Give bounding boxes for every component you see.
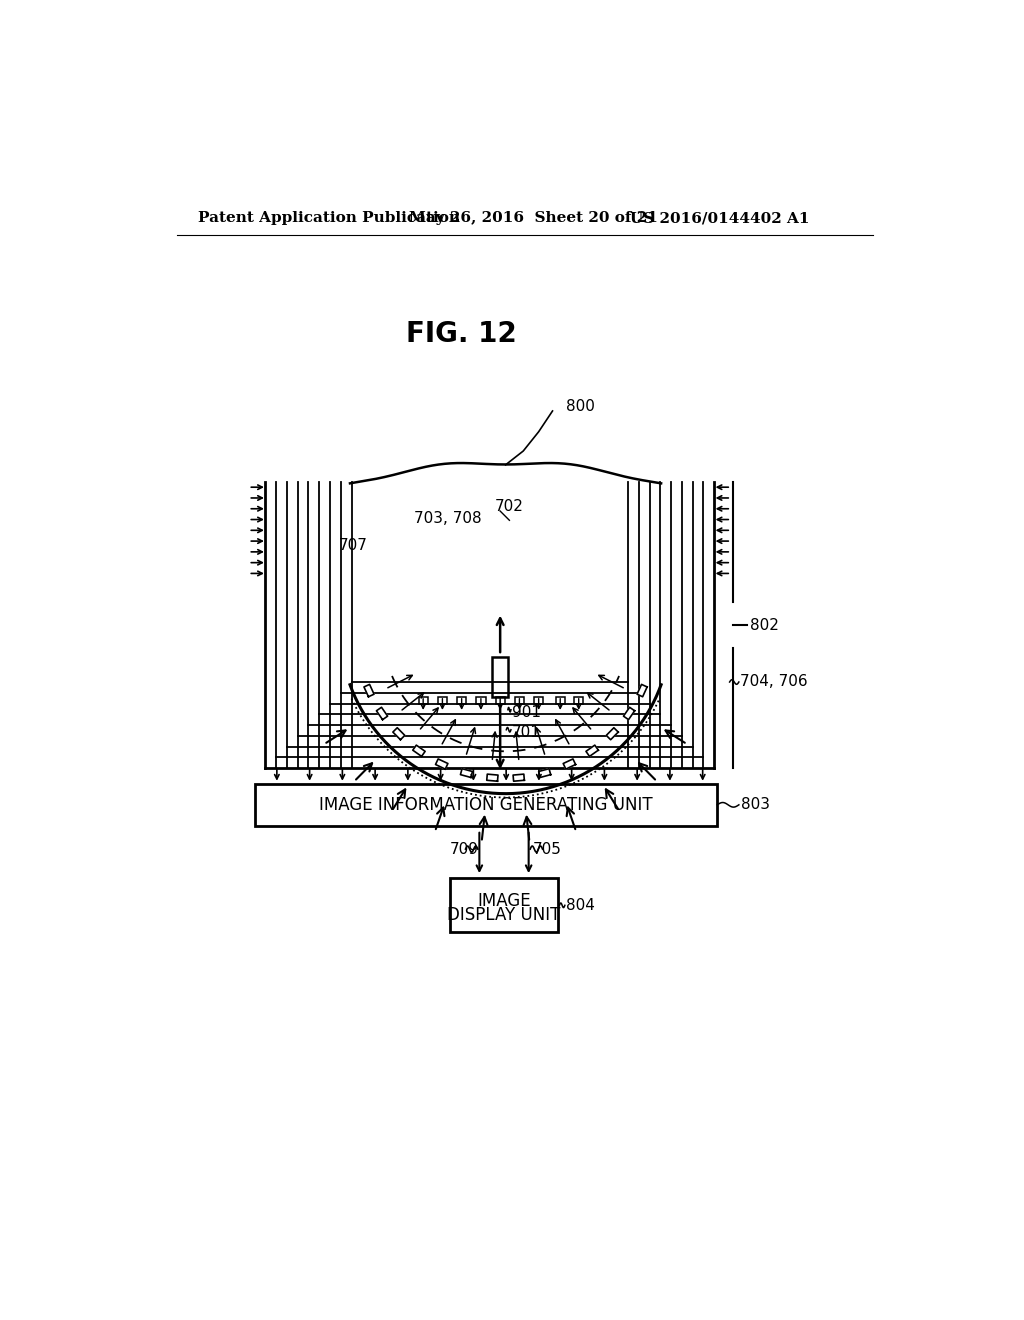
Polygon shape — [563, 759, 575, 770]
Bar — [451, 878, 558, 932]
Text: 800: 800 — [565, 399, 595, 414]
Text: US 2016/0144402 A1: US 2016/0144402 A1 — [630, 211, 809, 226]
Text: 705: 705 — [532, 842, 561, 857]
Polygon shape — [393, 727, 404, 739]
Text: 707: 707 — [339, 539, 368, 553]
Text: IMAGE: IMAGE — [477, 892, 530, 911]
Text: 701: 701 — [512, 725, 541, 739]
Bar — [457, 697, 466, 704]
Text: 704, 706: 704, 706 — [740, 675, 808, 689]
Text: Patent Application Publication: Patent Application Publication — [199, 211, 461, 226]
Text: 803: 803 — [741, 797, 770, 812]
Text: DISPLAY UNIT: DISPLAY UNIT — [447, 906, 561, 924]
Text: FIG. 12: FIG. 12 — [407, 319, 517, 348]
Polygon shape — [413, 744, 425, 756]
Bar — [419, 697, 428, 704]
Polygon shape — [461, 768, 472, 777]
Polygon shape — [513, 774, 524, 781]
Bar — [493, 657, 508, 697]
Bar — [515, 697, 524, 704]
Bar — [255, 784, 717, 826]
Text: 804: 804 — [565, 898, 595, 913]
Polygon shape — [539, 768, 551, 777]
Bar — [556, 697, 565, 704]
Bar — [574, 697, 584, 704]
Bar — [438, 697, 447, 704]
Bar — [496, 697, 505, 704]
Polygon shape — [377, 708, 388, 719]
Polygon shape — [435, 759, 447, 770]
Polygon shape — [624, 708, 635, 719]
Text: May 26, 2016  Sheet 20 of 21: May 26, 2016 Sheet 20 of 21 — [410, 211, 658, 226]
Polygon shape — [364, 684, 374, 697]
Polygon shape — [586, 744, 598, 756]
Bar — [535, 697, 544, 704]
Text: 709: 709 — [451, 842, 479, 857]
Text: 802: 802 — [751, 618, 779, 632]
Polygon shape — [637, 684, 647, 697]
Bar — [476, 697, 485, 704]
Text: 703, 708: 703, 708 — [414, 511, 481, 527]
Text: 901: 901 — [512, 705, 541, 721]
Text: 702: 702 — [495, 499, 523, 513]
Polygon shape — [606, 727, 618, 739]
Polygon shape — [486, 774, 498, 781]
Text: IMAGE INFORMATION GENERATING UNIT: IMAGE INFORMATION GENERATING UNIT — [319, 796, 653, 814]
